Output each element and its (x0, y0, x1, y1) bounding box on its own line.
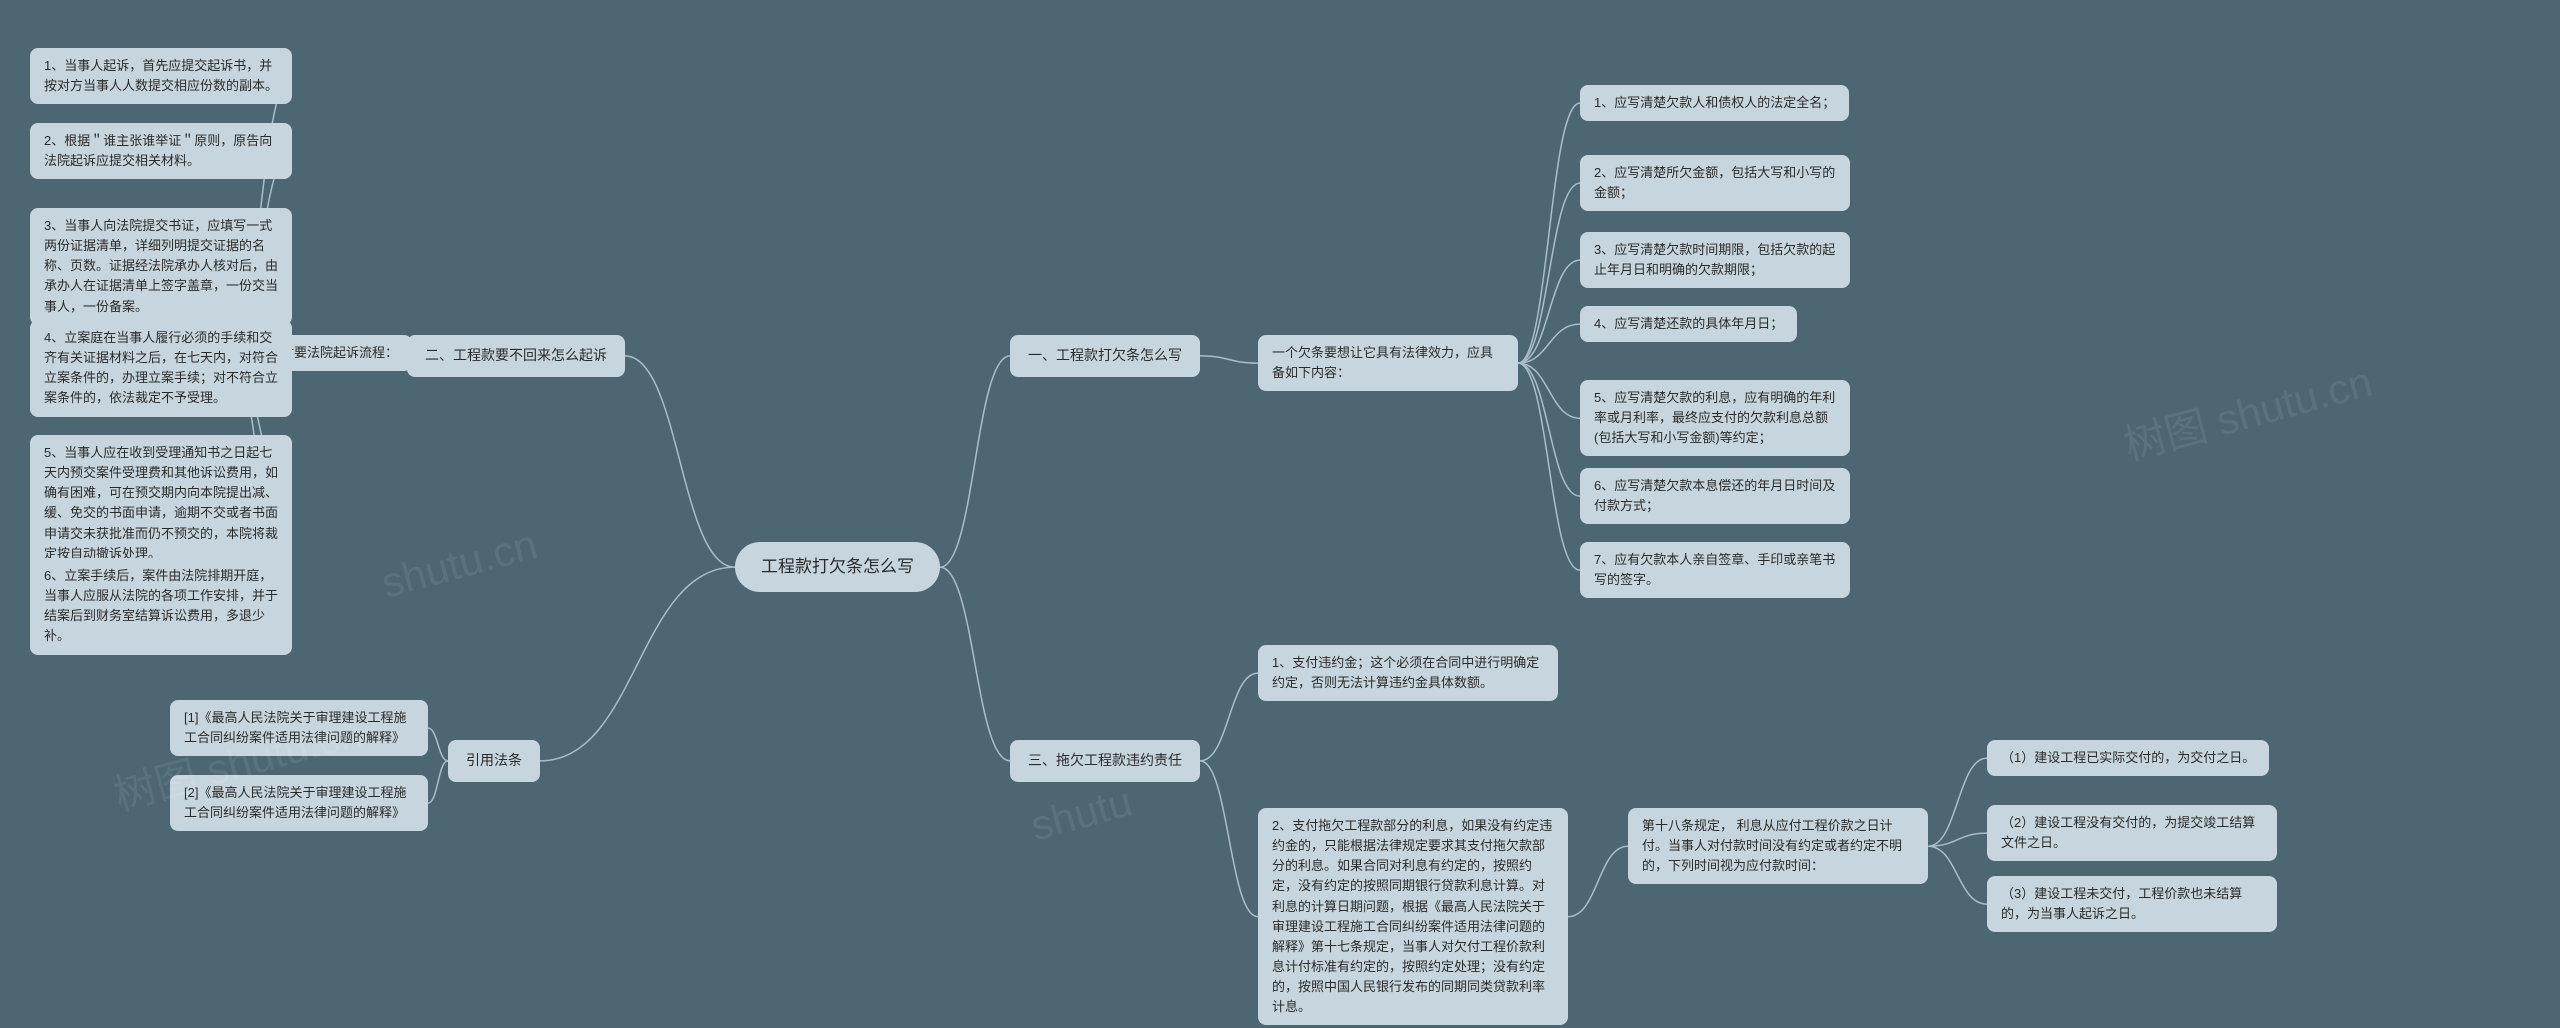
branch-3: 三、拖欠工程款违约责任 (1010, 740, 1200, 782)
branch-1: 一、工程款打欠条怎么写 (1010, 335, 1200, 377)
branch-2: 二、工程款要不回来怎么起诉 (407, 335, 625, 377)
b3s2-leaf-1: （2）建设工程没有交付的，为提交竣工结算文件之日。 (1987, 805, 2277, 861)
b1-leaf-1: 2、应写清楚所欠金额，包括大写和小写的金额； (1580, 155, 1850, 211)
b4-leaf-1: [2]《最高人民法院关于审理建设工程施工合同纠纷案件适用法律问题的解释》 (170, 775, 428, 831)
watermark-1: shutu.cn (376, 520, 542, 607)
b2-leaf-4: 5、当事人应在收到受理通知书之日起七天内预交案件受理费和其他诉讼费用，如确有困难… (30, 435, 292, 572)
b1-leaf-6: 7、应有欠款本人亲自签章、手印或亲笔书写的签字。 (1580, 542, 1850, 598)
b2-leaf-2: 3、当事人向法院提交书证，应填写一式两份证据清单，详细列明提交证据的名称、页数。… (30, 208, 292, 325)
b2-leaf-3: 4、立案庭在当事人履行必须的手续和交齐有关证据材料之后，在七天内，对符合立案条件… (30, 320, 292, 417)
b1-leaf-5: 6、应写清楚欠款本息偿还的年月日时间及付款方式； (1580, 468, 1850, 524)
b3-leaf-0: 1、支付违约金；这个必须在合同中进行明确定约定，否则无法计算违约金具体数额。 (1258, 645, 1558, 701)
b1-leaf-2: 3、应写清楚欠款时间期限，包括欠款的起止年月日和明确的欠款期限； (1580, 232, 1850, 288)
b3s2-leaf-0: （1）建设工程已实际交付的，为交付之日。 (1987, 740, 2269, 776)
b1-leaf-4: 5、应写清楚欠款的利息，应有明确的年利率或月利率，最终应支付的欠款利息总额(包括… (1580, 380, 1850, 456)
b2-leaf-5: 6、立案手续后，案件由法院排期开庭，当事人应服从法院的各项工作安排，并于结案后到… (30, 558, 292, 655)
branch-4: 引用法条 (448, 740, 540, 782)
b3s2-leaf-2: （3）建设工程未交付，工程价款也未结算的，为当事人起诉之日。 (1987, 876, 2277, 932)
b4-leaf-0: [1]《最高人民法院关于审理建设工程施工合同纠纷案件适用法律问题的解释》 (170, 700, 428, 756)
b2-leaf-1: 2、根据＂谁主张谁举证＂原则，原告向法院起诉应提交相关材料。 (30, 123, 292, 179)
b1-leaf-0: 1、应写清楚欠款人和债权人的法定全名； (1580, 85, 1849, 121)
b2-leaf-0: 1、当事人起诉，首先应提交起诉书，并按对方当事人人数提交相应份数的副本。 (30, 48, 292, 104)
b3-leaf-1: 2、支付拖欠工程款部分的利息，如果没有约定违约金的，只能根据法律规定要求其支付拖… (1258, 808, 1568, 1025)
branch-1-sub: 一个欠条要想让它具有法律效力，应具备如下内容： (1258, 335, 1518, 391)
branch-3-sub2: 第十八条规定， 利息从应付工程价款之日计付。当事人对付款时间没有约定或者约定不明… (1628, 808, 1928, 884)
b1-leaf-3: 4、应写清楚还款的具体年月日； (1580, 306, 1797, 342)
center-node: 工程款打欠条怎么写 (735, 542, 940, 592)
watermark-2: 树图 shutu.cn (2116, 348, 2378, 473)
watermark-3: shutu (1026, 778, 1138, 851)
